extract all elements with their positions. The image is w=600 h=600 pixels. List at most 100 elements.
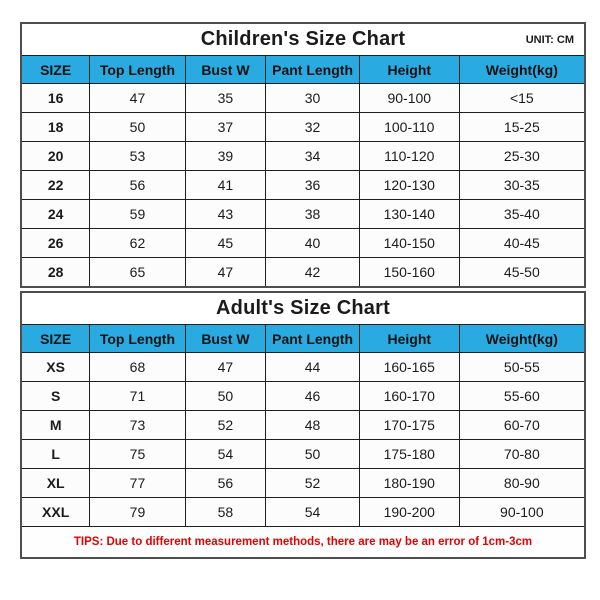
weight-cell: 25-30 <box>458 141 586 171</box>
unit-label: UNIT: CM <box>525 33 574 46</box>
pant-length-cell: 52 <box>265 468 360 498</box>
weight-cell: 70-80 <box>458 439 586 469</box>
adult-chart-title: Adult's Size Chart <box>216 297 390 319</box>
pant-length-cell: 42 <box>265 257 360 288</box>
top-length-cell: 79 <box>89 497 186 527</box>
bust-w-cell: 54 <box>184 439 267 469</box>
weight-cell: <15 <box>458 83 586 113</box>
size-cell: S <box>20 381 91 411</box>
size-chart-page: Children's Size Chart UNIT: CM SIZE Top … <box>20 22 586 559</box>
table-row: S 71 50 46 160-170 55-60 <box>20 381 586 411</box>
weight-cell: 35-40 <box>458 199 586 229</box>
weight-cell: 90-100 <box>458 497 586 527</box>
weight-cell: 60-70 <box>458 410 586 440</box>
pant-length-cell: 54 <box>265 497 360 527</box>
bust-w-cell: 37 <box>184 112 267 142</box>
bust-w-cell: 50 <box>184 381 267 411</box>
size-cell: 16 <box>20 83 91 113</box>
height-cell: 175-180 <box>358 439 460 469</box>
weight-cell: 45-50 <box>458 257 586 288</box>
column-header-weight: Weight(kg) <box>458 324 586 353</box>
top-length-cell: 56 <box>89 170 186 200</box>
size-cell: XL <box>20 468 91 498</box>
column-header-top-length: Top Length <box>89 55 186 84</box>
table-row: XXL 79 58 54 190-200 90-100 <box>20 497 586 527</box>
table-row: XS 68 47 44 160-165 50-55 <box>20 352 586 382</box>
bust-w-cell: 45 <box>184 228 267 258</box>
size-cell: L <box>20 439 91 469</box>
bust-w-cell: 56 <box>184 468 267 498</box>
children-title-row: Children's Size Chart UNIT: CM <box>20 22 586 56</box>
pant-length-cell: 44 <box>265 352 360 382</box>
size-cell: 18 <box>20 112 91 142</box>
top-length-cell: 59 <box>89 199 186 229</box>
top-length-cell: 73 <box>89 410 186 440</box>
bust-w-cell: 58 <box>184 497 267 527</box>
pant-length-cell: 46 <box>265 381 360 411</box>
pant-length-cell: 48 <box>265 410 360 440</box>
tips-row: TIPS: Due to different measurement metho… <box>20 526 586 559</box>
table-row: M 73 52 48 170-175 60-70 <box>20 410 586 440</box>
table-row: 28 65 47 42 150-160 45-50 <box>20 257 586 288</box>
size-cell: 26 <box>20 228 91 258</box>
size-cell: 28 <box>20 257 91 288</box>
table-row: 18 50 37 32 100-110 15-25 <box>20 112 586 142</box>
column-header-size: SIZE <box>20 324 91 353</box>
tips-note: TIPS: Due to different measurement metho… <box>20 526 586 559</box>
height-cell: 160-170 <box>358 381 460 411</box>
size-cell: 20 <box>20 141 91 171</box>
top-length-cell: 47 <box>89 83 186 113</box>
height-cell: 90-100 <box>358 83 460 113</box>
top-length-cell: 53 <box>89 141 186 171</box>
size-cell: 22 <box>20 170 91 200</box>
pant-length-cell: 34 <box>265 141 360 171</box>
height-cell: 140-150 <box>358 228 460 258</box>
table-row: L 75 54 50 175-180 70-80 <box>20 439 586 469</box>
column-header-top-length: Top Length <box>89 324 186 353</box>
adult-size-table: Adult's Size Chart SIZE Top Length Bust … <box>20 291 586 559</box>
pant-length-cell: 36 <box>265 170 360 200</box>
pant-length-cell: 38 <box>265 199 360 229</box>
top-length-cell: 62 <box>89 228 186 258</box>
top-length-cell: 50 <box>89 112 186 142</box>
bust-w-cell: 35 <box>184 83 267 113</box>
adult-title-row: Adult's Size Chart <box>20 291 586 325</box>
table-row: 16 47 35 30 90-100 <15 <box>20 83 586 113</box>
adult-header-row: SIZE Top Length Bust W Pant Length Heigh… <box>20 324 586 353</box>
weight-cell: 55-60 <box>458 381 586 411</box>
height-cell: 190-200 <box>358 497 460 527</box>
children-title-cell: Children's Size Chart UNIT: CM <box>20 22 586 56</box>
height-cell: 160-165 <box>358 352 460 382</box>
bust-w-cell: 41 <box>184 170 267 200</box>
pant-length-cell: 40 <box>265 228 360 258</box>
top-length-cell: 65 <box>89 257 186 288</box>
size-cell: XS <box>20 352 91 382</box>
height-cell: 120-130 <box>358 170 460 200</box>
bust-w-cell: 47 <box>184 257 267 288</box>
table-row: XL 77 56 52 180-190 80-90 <box>20 468 586 498</box>
pant-length-cell: 32 <box>265 112 360 142</box>
column-header-weight: Weight(kg) <box>458 55 586 84</box>
top-length-cell: 75 <box>89 439 186 469</box>
children-header-row: SIZE Top Length Bust W Pant Length Heigh… <box>20 55 586 84</box>
children-size-table: Children's Size Chart UNIT: CM SIZE Top … <box>20 22 586 288</box>
column-header-bust-w: Bust W <box>184 55 267 84</box>
size-cell: XXL <box>20 497 91 527</box>
top-length-cell: 68 <box>89 352 186 382</box>
bust-w-cell: 39 <box>184 141 267 171</box>
weight-cell: 50-55 <box>458 352 586 382</box>
bust-w-cell: 47 <box>184 352 267 382</box>
bust-w-cell: 43 <box>184 199 267 229</box>
table-row: 24 59 43 38 130-140 35-40 <box>20 199 586 229</box>
table-row: 22 56 41 36 120-130 30-35 <box>20 170 586 200</box>
height-cell: 130-140 <box>358 199 460 229</box>
adult-title-cell: Adult's Size Chart <box>20 291 586 325</box>
top-length-cell: 71 <box>89 381 186 411</box>
height-cell: 100-110 <box>358 112 460 142</box>
children-chart-title: Children's Size Chart <box>200 28 406 50</box>
column-header-height: Height <box>358 324 460 353</box>
weight-cell: 80-90 <box>458 468 586 498</box>
weight-cell: 15-25 <box>458 112 586 142</box>
weight-cell: 30-35 <box>458 170 586 200</box>
height-cell: 110-120 <box>358 141 460 171</box>
